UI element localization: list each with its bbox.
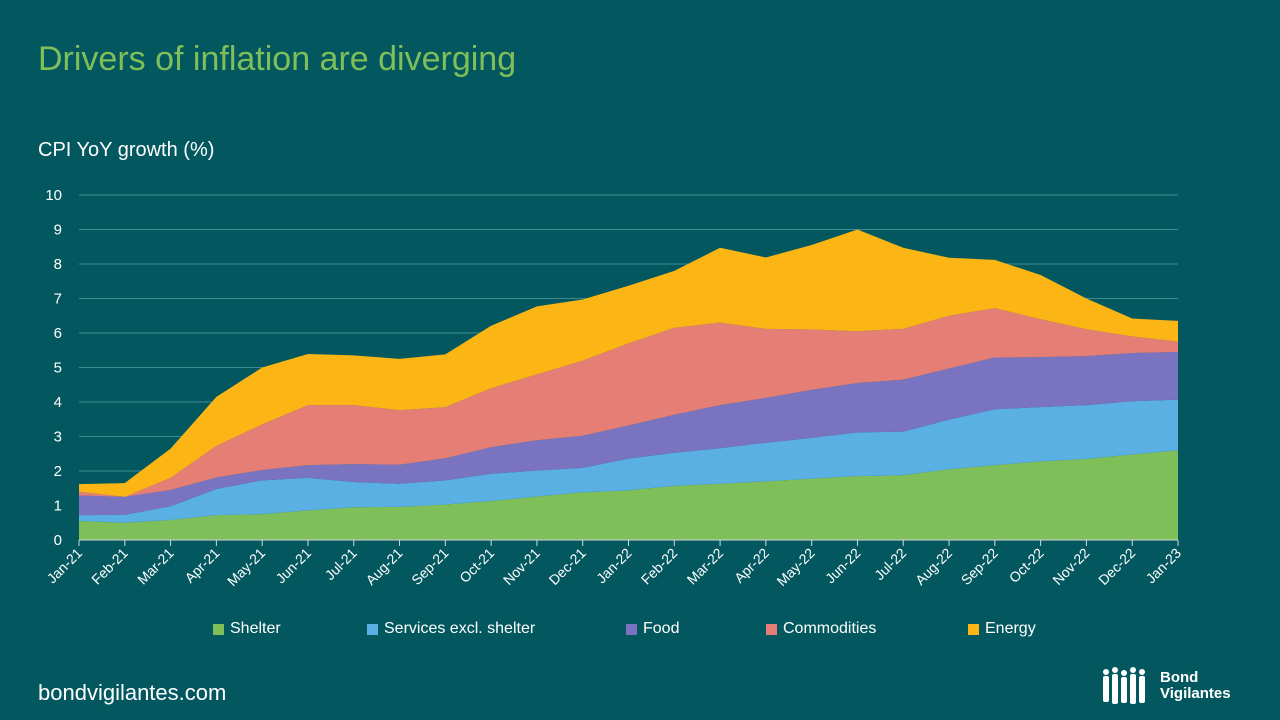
x-tick-label: Jan-21 [44,545,86,587]
area-energy [79,229,1178,497]
x-tick-label: Feb-22 [638,545,681,588]
legend-item[interactable]: Energy [968,620,1036,638]
legend-item[interactable]: Commodities [766,620,876,638]
y-tick-label: 0 [54,532,62,549]
x-tick-label: Jul-22 [871,545,909,583]
y-tick-label: 6 [54,325,62,342]
x-tick-label: Jun-22 [822,545,864,587]
x-tick-label: Oct-21 [456,545,497,586]
legend-swatch [213,623,224,635]
y-tick-label: 2 [54,463,62,480]
x-tick-label: May-22 [773,545,817,589]
x-tick-label: Mar-22 [684,545,727,588]
chart-title: Drivers of inflation are diverging [38,40,517,78]
x-tick-label: Mar-21 [134,545,177,588]
x-tick-label: Aug-22 [912,545,955,588]
legend-label: Services excl. shelter [384,620,536,637]
legend-label: Shelter [230,620,281,637]
x-tick-label: Nov-22 [1049,545,1092,588]
x-tick-label: Nov-21 [500,545,543,588]
y-tick-label: 1 [54,498,62,515]
legend: Shelter Services excl. shelter Food Commodi… [0,620,1280,644]
x-tick-label: Sep-22 [958,545,1001,588]
legend-label: Commodities [783,620,877,637]
x-tick-label: Sep-21 [408,545,451,588]
x-tick-label: Jan-23 [1143,545,1185,587]
logo-line-2: Vigilantes [1160,685,1231,702]
x-tick-label: Feb-21 [88,545,131,588]
legend-swatch [968,623,979,635]
x-tick-labels: Jan-21 Feb-21 Mar-21 Apr-21 May-21 Jun-21 Jul-… [44,545,1185,589]
logo-line-1: Bond [1160,669,1199,686]
x-tick-label: Dec-21 [546,545,589,588]
area-shelter [79,450,1178,540]
legend-swatch [766,623,777,635]
y-tick-label: 5 [54,360,62,377]
area-commodities [79,308,1178,497]
legend-swatch [367,623,378,635]
y-tick-label: 3 [54,429,62,446]
y-tick-label: 7 [54,291,62,308]
x-tick-label: Aug-21 [362,545,405,588]
bond-vigilantes-logo: Bond Vigilantes [1100,662,1260,710]
axes [78,539,1179,546]
legend-label: Energy [985,620,1036,637]
legend-item[interactable]: Shelter [213,620,281,638]
x-tick-label: May-21 [224,545,268,589]
y-tick-label: 8 [54,256,62,273]
legend-item[interactable]: Food [626,620,679,638]
area-food [79,351,1178,516]
area-series [79,229,1178,540]
footer-website[interactable]: bondvigilantes.com [38,680,227,705]
x-tick-label: Dec-22 [1095,545,1138,588]
x-tick-label: Jun-21 [272,545,314,587]
x-tick-label: Oct-22 [1006,545,1047,586]
x-tick-label: Jan-22 [593,545,635,587]
y-tick-label: 10 [45,187,62,204]
x-tick-label: Apr-21 [181,545,222,586]
y-tick-label: 4 [54,394,62,411]
x-tick-label: Apr-22 [731,545,772,586]
y-tick-labels: 0 1 2 3 4 5 6 7 8 9 10 [45,187,62,549]
area-services-excl-shelter [79,399,1178,523]
people-silhouette-icon [1103,667,1145,704]
legend-label: Food [643,620,680,637]
x-tick-label: Jul-21 [322,545,360,583]
legend-swatch [626,623,637,635]
y-axis-label: CPI YoY growth (%) [38,139,215,161]
legend-item[interactable]: Services excl. shelter [367,620,535,638]
y-tick-label: 9 [54,222,62,239]
